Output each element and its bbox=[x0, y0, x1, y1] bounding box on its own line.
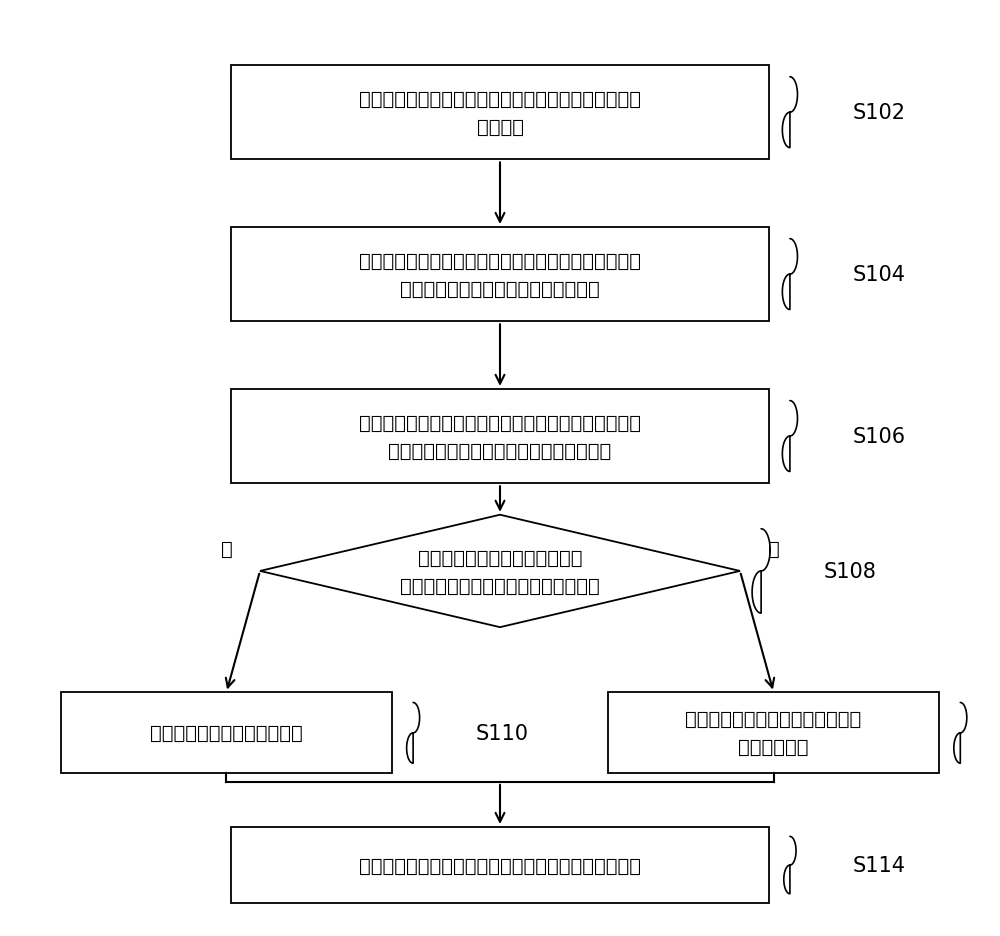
Text: 记录第一风挡的第二运行时间为第
二预设时间段: 记录第一风挡的第二运行时间为第 二预设时间段 bbox=[685, 709, 862, 756]
Text: S110: S110 bbox=[476, 724, 529, 743]
Bar bbox=[231, 389, 769, 484]
Bar bbox=[61, 693, 392, 773]
Text: 在空调内机的第二环境温度达到设定温度之后，间隔第
一预设时间段控制空调内机的第一风档运行: 在空调内机的第二环境温度达到设定温度之后，间隔第 一预设时间段控制空调内机的第一… bbox=[359, 413, 641, 460]
Text: S102: S102 bbox=[852, 103, 905, 123]
Text: 使用第一运行时间和第二运行时间控制空调内机的散热: 使用第一运行时间和第二运行时间控制空调内机的散热 bbox=[359, 856, 641, 874]
Text: 控制空调内机工作在制热模式，并记录空调内机的第二
环境温度达到设定温度的第一运行时间: 控制空调内机工作在制热模式，并记录空调内机的第二 环境温度达到设定温度的第一运行… bbox=[359, 252, 641, 299]
Text: 否: 否 bbox=[221, 539, 232, 559]
Text: 是: 是 bbox=[768, 539, 779, 559]
Text: S114: S114 bbox=[852, 856, 905, 875]
Text: S108: S108 bbox=[824, 562, 876, 581]
Bar bbox=[231, 827, 769, 903]
Text: 判断在第二预设时间段内，空调
内机的第三环境温度是否大于预设温度: 判断在第二预设时间段内，空调 内机的第三环境温度是否大于预设温度 bbox=[400, 548, 600, 594]
Text: 记录第一风挡的第二运行时间: 记录第一风挡的第二运行时间 bbox=[150, 724, 303, 742]
Bar bbox=[231, 66, 769, 160]
Text: S106: S106 bbox=[852, 427, 905, 446]
Bar bbox=[608, 693, 939, 773]
Polygon shape bbox=[260, 515, 740, 627]
Text: 基于采集到的空调内机的第一环境温度确定制热模式的
设定温度: 基于采集到的空调内机的第一环境温度确定制热模式的 设定温度 bbox=[359, 90, 641, 137]
Bar bbox=[231, 227, 769, 322]
Text: S104: S104 bbox=[852, 265, 905, 285]
